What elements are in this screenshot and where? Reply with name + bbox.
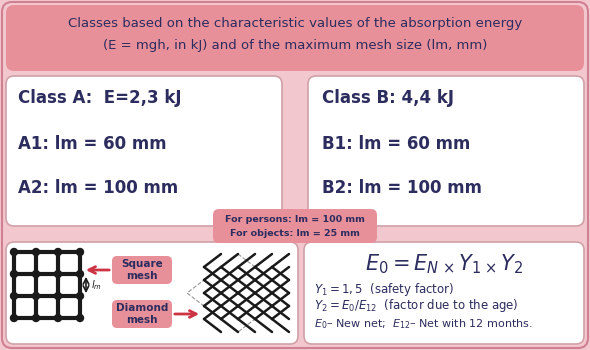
Circle shape [77, 315, 84, 322]
FancyBboxPatch shape [308, 76, 584, 226]
Circle shape [11, 315, 18, 322]
Circle shape [54, 248, 61, 256]
Text: Class B: 4,4 kJ: Class B: 4,4 kJ [322, 89, 454, 107]
Text: A1: lm = 60 mm: A1: lm = 60 mm [18, 135, 166, 153]
Text: Square
mesh: Square mesh [121, 259, 163, 281]
Circle shape [54, 315, 61, 322]
Circle shape [54, 271, 61, 278]
Text: B1: lm = 60 mm: B1: lm = 60 mm [322, 135, 470, 153]
FancyBboxPatch shape [6, 5, 584, 71]
FancyBboxPatch shape [304, 242, 584, 344]
Circle shape [32, 271, 40, 278]
FancyBboxPatch shape [112, 300, 172, 328]
Circle shape [77, 293, 84, 300]
Circle shape [32, 293, 40, 300]
Text: $Y_2= E_0/E_{12}$  (factor due to the age): $Y_2= E_0/E_{12}$ (factor due to the age… [314, 298, 519, 315]
Text: A2: lm = 100 mm: A2: lm = 100 mm [18, 179, 178, 197]
FancyBboxPatch shape [112, 256, 172, 284]
Text: $l_m$: $l_m$ [91, 278, 102, 292]
Circle shape [32, 315, 40, 322]
Circle shape [11, 248, 18, 256]
Text: For objects: lm = 25 mm: For objects: lm = 25 mm [230, 229, 360, 238]
FancyBboxPatch shape [6, 76, 282, 226]
Circle shape [77, 271, 84, 278]
FancyBboxPatch shape [213, 209, 377, 243]
Text: Diamond
mesh: Diamond mesh [116, 303, 168, 325]
Circle shape [11, 271, 18, 278]
Text: $E_0= E_N\,_{\times}\,Y_1\,_{\times}\,Y_2$: $E_0= E_N\,_{\times}\,Y_1\,_{\times}\,Y_… [365, 252, 523, 276]
Text: For persons: lm = 100 mm: For persons: lm = 100 mm [225, 215, 365, 224]
Text: Class A:  E=2,3 kJ: Class A: E=2,3 kJ [18, 89, 182, 107]
Circle shape [11, 293, 18, 300]
Text: $E_0$– New net;  $E_{12}$– Net with 12 months.: $E_0$– New net; $E_{12}$– Net with 12 mo… [314, 317, 533, 331]
Circle shape [32, 248, 40, 256]
FancyBboxPatch shape [6, 242, 298, 344]
Text: B2: lm = 100 mm: B2: lm = 100 mm [322, 179, 482, 197]
Circle shape [77, 248, 84, 256]
Text: Classes based on the characteristic values of the absorption energy: Classes based on the characteristic valu… [68, 18, 522, 30]
Text: $Y_1= 1,5$  (safety factor): $Y_1= 1,5$ (safety factor) [314, 280, 454, 298]
Circle shape [54, 293, 61, 300]
Text: (E = mgh, in kJ) and of the maximum mesh size (lm, mm): (E = mgh, in kJ) and of the maximum mesh… [103, 40, 487, 52]
